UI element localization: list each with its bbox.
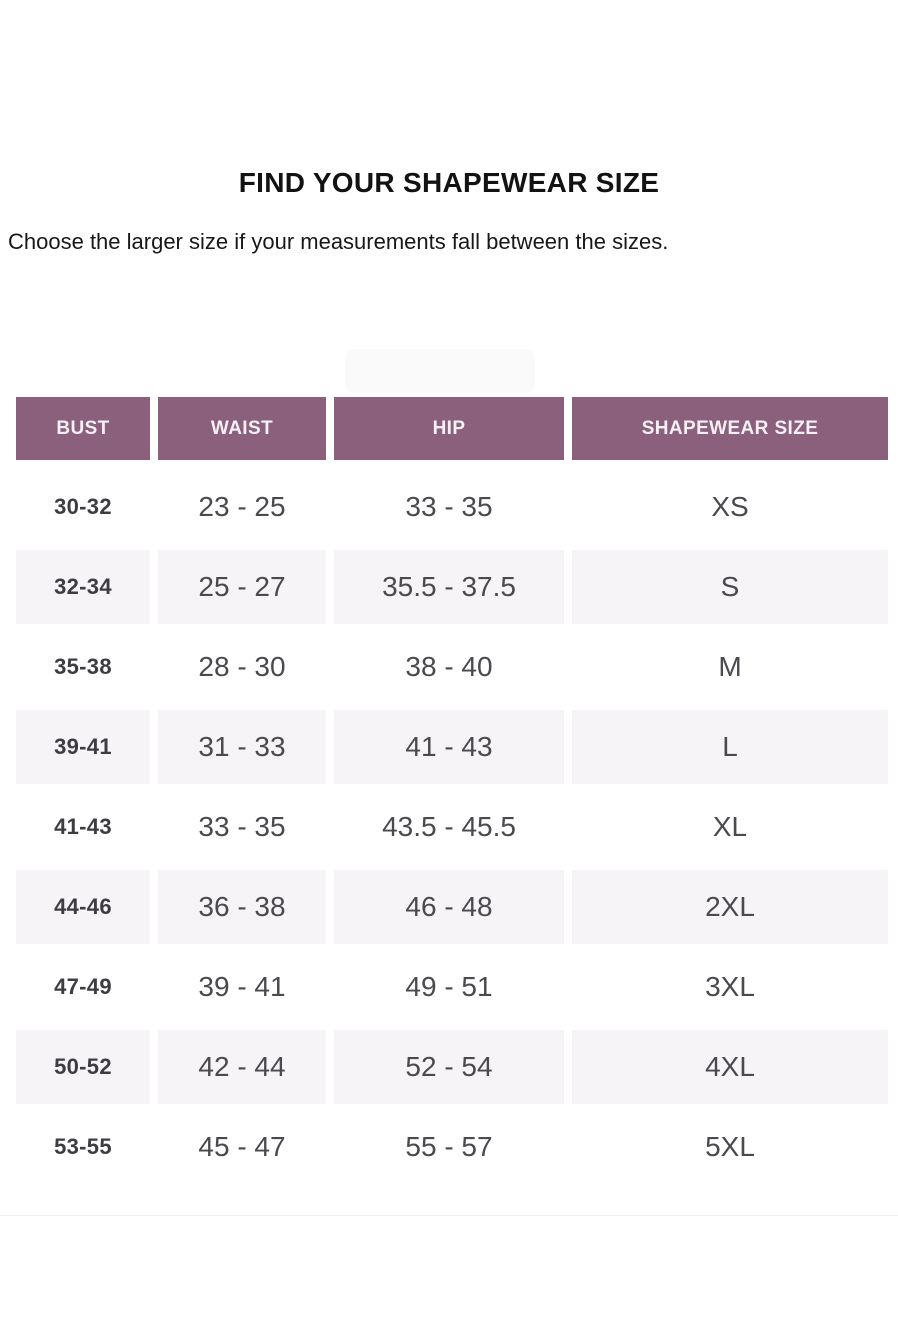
waist-cell: 28 - 30 [198, 651, 286, 682]
hip-cell: 38 - 40 [405, 651, 493, 682]
hip-cell: 46 - 48 [334, 870, 564, 944]
table-row: 35-38 28 - 30 38 - 40 M [16, 627, 888, 707]
hip-cell: 43.5 - 45.5 [382, 811, 516, 842]
hip-cell: 52 - 54 [334, 1030, 564, 1104]
waist-cell: 33 - 35 [198, 811, 286, 842]
header-cell-hip: HIP [334, 397, 564, 460]
size-cell: 4XL [572, 1030, 888, 1104]
table-row: 50-52 42 - 44 52 - 54 4XL [16, 1027, 888, 1107]
size-cell: 5XL [705, 1131, 755, 1162]
page-subtitle: Choose the larger size if your measureme… [8, 229, 669, 254]
hip-cell: 41 - 43 [334, 710, 564, 784]
table-header-row: BUST WAIST HIP SHAPEWEAR SIZE [16, 397, 888, 460]
table-row: 30-32 23 - 25 33 - 35 XS [16, 467, 888, 547]
bust-cell: 53-55 [54, 1134, 112, 1159]
size-cell: XS [711, 491, 749, 522]
table-bottom-divider [0, 1215, 898, 1216]
waist-cell: 31 - 33 [158, 710, 326, 784]
table-row: 41-43 33 - 35 43.5 - 45.5 XL [16, 787, 888, 867]
size-cell: 3XL [705, 971, 755, 1002]
table-row: 47-49 39 - 41 49 - 51 3XL [16, 947, 888, 1027]
size-cell: XL [712, 811, 748, 842]
waist-cell: 36 - 38 [158, 870, 326, 944]
size-guide-page: FIND YOUR SHAPEWEAR SIZE Choose the larg… [0, 167, 898, 1216]
hip-cell: 33 - 35 [405, 491, 493, 522]
size-cell: L [572, 710, 888, 784]
table-row: 53-55 45 - 47 55 - 57 5XL [16, 1107, 888, 1187]
bust-cell: 39-41 [16, 710, 150, 784]
size-cell: M [718, 651, 742, 682]
size-table: BUST WAIST HIP SHAPEWEAR SIZE 30-32 23 -… [0, 397, 898, 1216]
header-cell-shapewear-size: SHAPEWEAR SIZE [572, 397, 888, 460]
waist-cell: 45 - 47 [198, 1131, 286, 1162]
waist-cell: 23 - 25 [198, 491, 286, 522]
bust-cell: 41-43 [54, 814, 112, 839]
bust-cell: 32-34 [16, 550, 150, 624]
waist-cell: 25 - 27 [158, 550, 326, 624]
table-row: 39-41 31 - 33 41 - 43 L [16, 707, 888, 787]
size-cell: S [572, 550, 888, 624]
header-cell-bust: BUST [16, 397, 150, 460]
bust-cell: 50-52 [16, 1030, 150, 1104]
waist-cell: 39 - 41 [198, 971, 286, 1002]
hip-cell: 55 - 57 [405, 1131, 493, 1162]
header-cell-waist: WAIST [158, 397, 326, 460]
bust-cell: 35-38 [54, 654, 112, 679]
table-row: 32-34 25 - 27 35.5 - 37.5 S [16, 547, 888, 627]
table-row: 44-46 36 - 38 46 - 48 2XL [16, 867, 888, 947]
size-cell: 2XL [572, 870, 888, 944]
ghost-highlight [345, 349, 535, 393]
page-title: FIND YOUR SHAPEWEAR SIZE [238, 167, 660, 198]
hip-cell: 49 - 51 [405, 971, 493, 1002]
waist-cell: 42 - 44 [158, 1030, 326, 1104]
bust-cell: 47-49 [54, 974, 112, 999]
bust-cell: 44-46 [16, 870, 150, 944]
bust-cell: 30-32 [54, 494, 112, 519]
hip-cell: 35.5 - 37.5 [334, 550, 564, 624]
